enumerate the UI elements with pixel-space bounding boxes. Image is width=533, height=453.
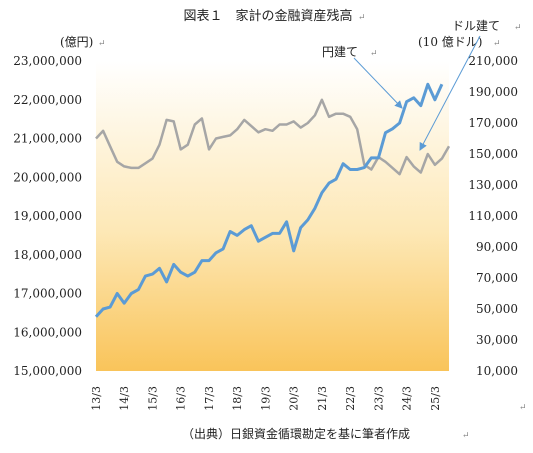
- left-axis-unit: (億円): [60, 35, 93, 49]
- right-axis-tick-label: 130,000: [468, 178, 518, 192]
- right-axis-tick-label: 170,000: [468, 116, 518, 130]
- left-axis-tick-label: 23,000,000: [13, 54, 82, 68]
- left-axis-unit-return-mark: ↵: [98, 39, 106, 49]
- x-axis-tick-label: 22/3: [344, 386, 357, 411]
- x-axis-tick-label: 21/3: [316, 386, 329, 411]
- dollar-series-line: [95, 98, 451, 176]
- left-axis-tick-label: 19,000,000: [13, 209, 82, 223]
- left-axis-tick-label: 17,000,000: [13, 287, 82, 301]
- left-axis-tick-label: 18,000,000: [13, 248, 82, 262]
- x-axis-tick-label: 14/3: [118, 386, 131, 411]
- right-axis-tick-label: 210,000: [468, 54, 518, 68]
- right-axis-tick-label: 90,000: [476, 240, 518, 254]
- right-axis-ticks: 10,000 30,000 50,000 70,000 90,000 110,000 130…: [468, 54, 518, 378]
- x-axis-tick-label: 19/3: [259, 386, 272, 411]
- source-return-mark: ↵: [462, 431, 470, 441]
- chart-title: 図表１ 家計の金融資産残高: [183, 8, 352, 24]
- left-axis-tick-label: 15,000,000: [13, 364, 82, 378]
- right-axis-unit-return-mark: ↵: [493, 39, 501, 49]
- x-axis-tick-label: 18/3: [231, 386, 244, 411]
- paragraph-return-mark: ↵: [519, 403, 527, 413]
- chart-source: （出典）日銀資金循環勘定を基に筆者作成: [182, 426, 410, 441]
- x-axis-tick-label: 15/3: [146, 386, 159, 411]
- left-axis-tick-label: 16,000,000: [13, 325, 82, 339]
- yen-annotation-label: 円建て: [322, 45, 358, 59]
- x-axis-tick-label: 13/3: [90, 386, 103, 411]
- x-axis-ticks: 13/3 14/3 15/3 16/3 17/3 18/3 19/3 20/3 21/3 22/3…: [90, 386, 442, 411]
- yen-annotation-arrow: [353, 57, 403, 109]
- left-axis-ticks: 15,000,000 16,000,000 17,000,000 18,000,000…: [13, 54, 82, 378]
- left-axis-tick-label: 22,000,000: [13, 93, 82, 107]
- right-axis-tick-label: 110,000: [468, 209, 518, 223]
- yen-annotation-return-mark: ↵: [370, 49, 378, 59]
- x-axis-tick-label: 17/3: [203, 386, 216, 411]
- x-axis-tick-label: 16/3: [175, 386, 188, 411]
- right-axis-tick-label: 50,000: [476, 302, 518, 316]
- x-axis-tick-label: 20/3: [288, 386, 301, 411]
- x-axis-tick-label: 25/3: [429, 386, 442, 411]
- dollar-annotation-label: ドル建て: [452, 19, 500, 33]
- dollar-annotation-return-mark: ↵: [514, 23, 522, 33]
- x-axis-tick-label: 23/3: [372, 386, 385, 411]
- dollar-annotation-arrow: [419, 35, 481, 151]
- series-lines: [94, 82, 451, 318]
- right-axis-unit: (10 億ドル): [418, 35, 482, 49]
- chart-title-return-mark: ↵: [358, 13, 366, 23]
- plot-area: [96, 61, 449, 371]
- yen-series-line: [94, 82, 444, 318]
- left-axis-tick-label: 21,000,000: [13, 132, 82, 146]
- x-axis-tick-label: 24/3: [401, 386, 414, 411]
- right-axis-tick-label: 30,000: [476, 333, 518, 347]
- right-axis-tick-label: 190,000: [468, 85, 518, 99]
- right-axis-tick-label: 150,000: [468, 147, 518, 161]
- right-axis-tick-label: 70,000: [476, 271, 518, 285]
- left-axis-tick-label: 20,000,000: [13, 170, 82, 184]
- right-axis-tick-label: 10,000: [476, 364, 518, 378]
